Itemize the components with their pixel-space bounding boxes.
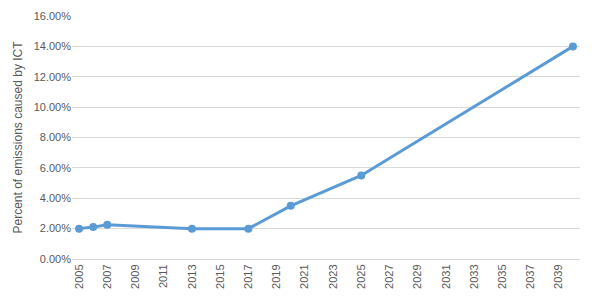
svg-text:2013: 2013: [186, 264, 198, 288]
svg-text:Percent of emissions caused by: Percent of emissions caused by ICT: [11, 41, 25, 234]
svg-text:2019: 2019: [270, 264, 282, 288]
svg-text:2017: 2017: [242, 264, 254, 288]
svg-text:2029: 2029: [411, 264, 423, 288]
svg-text:2033: 2033: [468, 264, 480, 288]
svg-text:0.00%: 0.00%: [40, 253, 71, 265]
svg-text:2031: 2031: [440, 264, 452, 288]
svg-text:2007: 2007: [101, 264, 113, 288]
svg-text:2039: 2039: [552, 264, 564, 288]
svg-text:4.00%: 4.00%: [40, 192, 71, 204]
svg-text:2009: 2009: [129, 264, 141, 288]
svg-text:2035: 2035: [496, 264, 508, 288]
svg-text:2005: 2005: [73, 264, 85, 288]
svg-text:2011: 2011: [157, 264, 169, 288]
svg-text:8.00%: 8.00%: [40, 131, 71, 143]
svg-text:10.00%: 10.00%: [34, 101, 72, 113]
svg-text:14.00%: 14.00%: [34, 40, 72, 52]
svg-text:12.00%: 12.00%: [34, 71, 72, 83]
svg-text:2.00%: 2.00%: [40, 222, 71, 234]
svg-text:2015: 2015: [214, 264, 226, 288]
svg-text:6.00%: 6.00%: [40, 162, 71, 174]
svg-text:2037: 2037: [524, 264, 536, 288]
svg-text:16.00%: 16.00%: [34, 10, 72, 22]
svg-text:2023: 2023: [327, 264, 339, 288]
svg-text:2025: 2025: [355, 264, 367, 288]
svg-text:2027: 2027: [383, 264, 395, 288]
svg-text:2021: 2021: [298, 264, 310, 288]
